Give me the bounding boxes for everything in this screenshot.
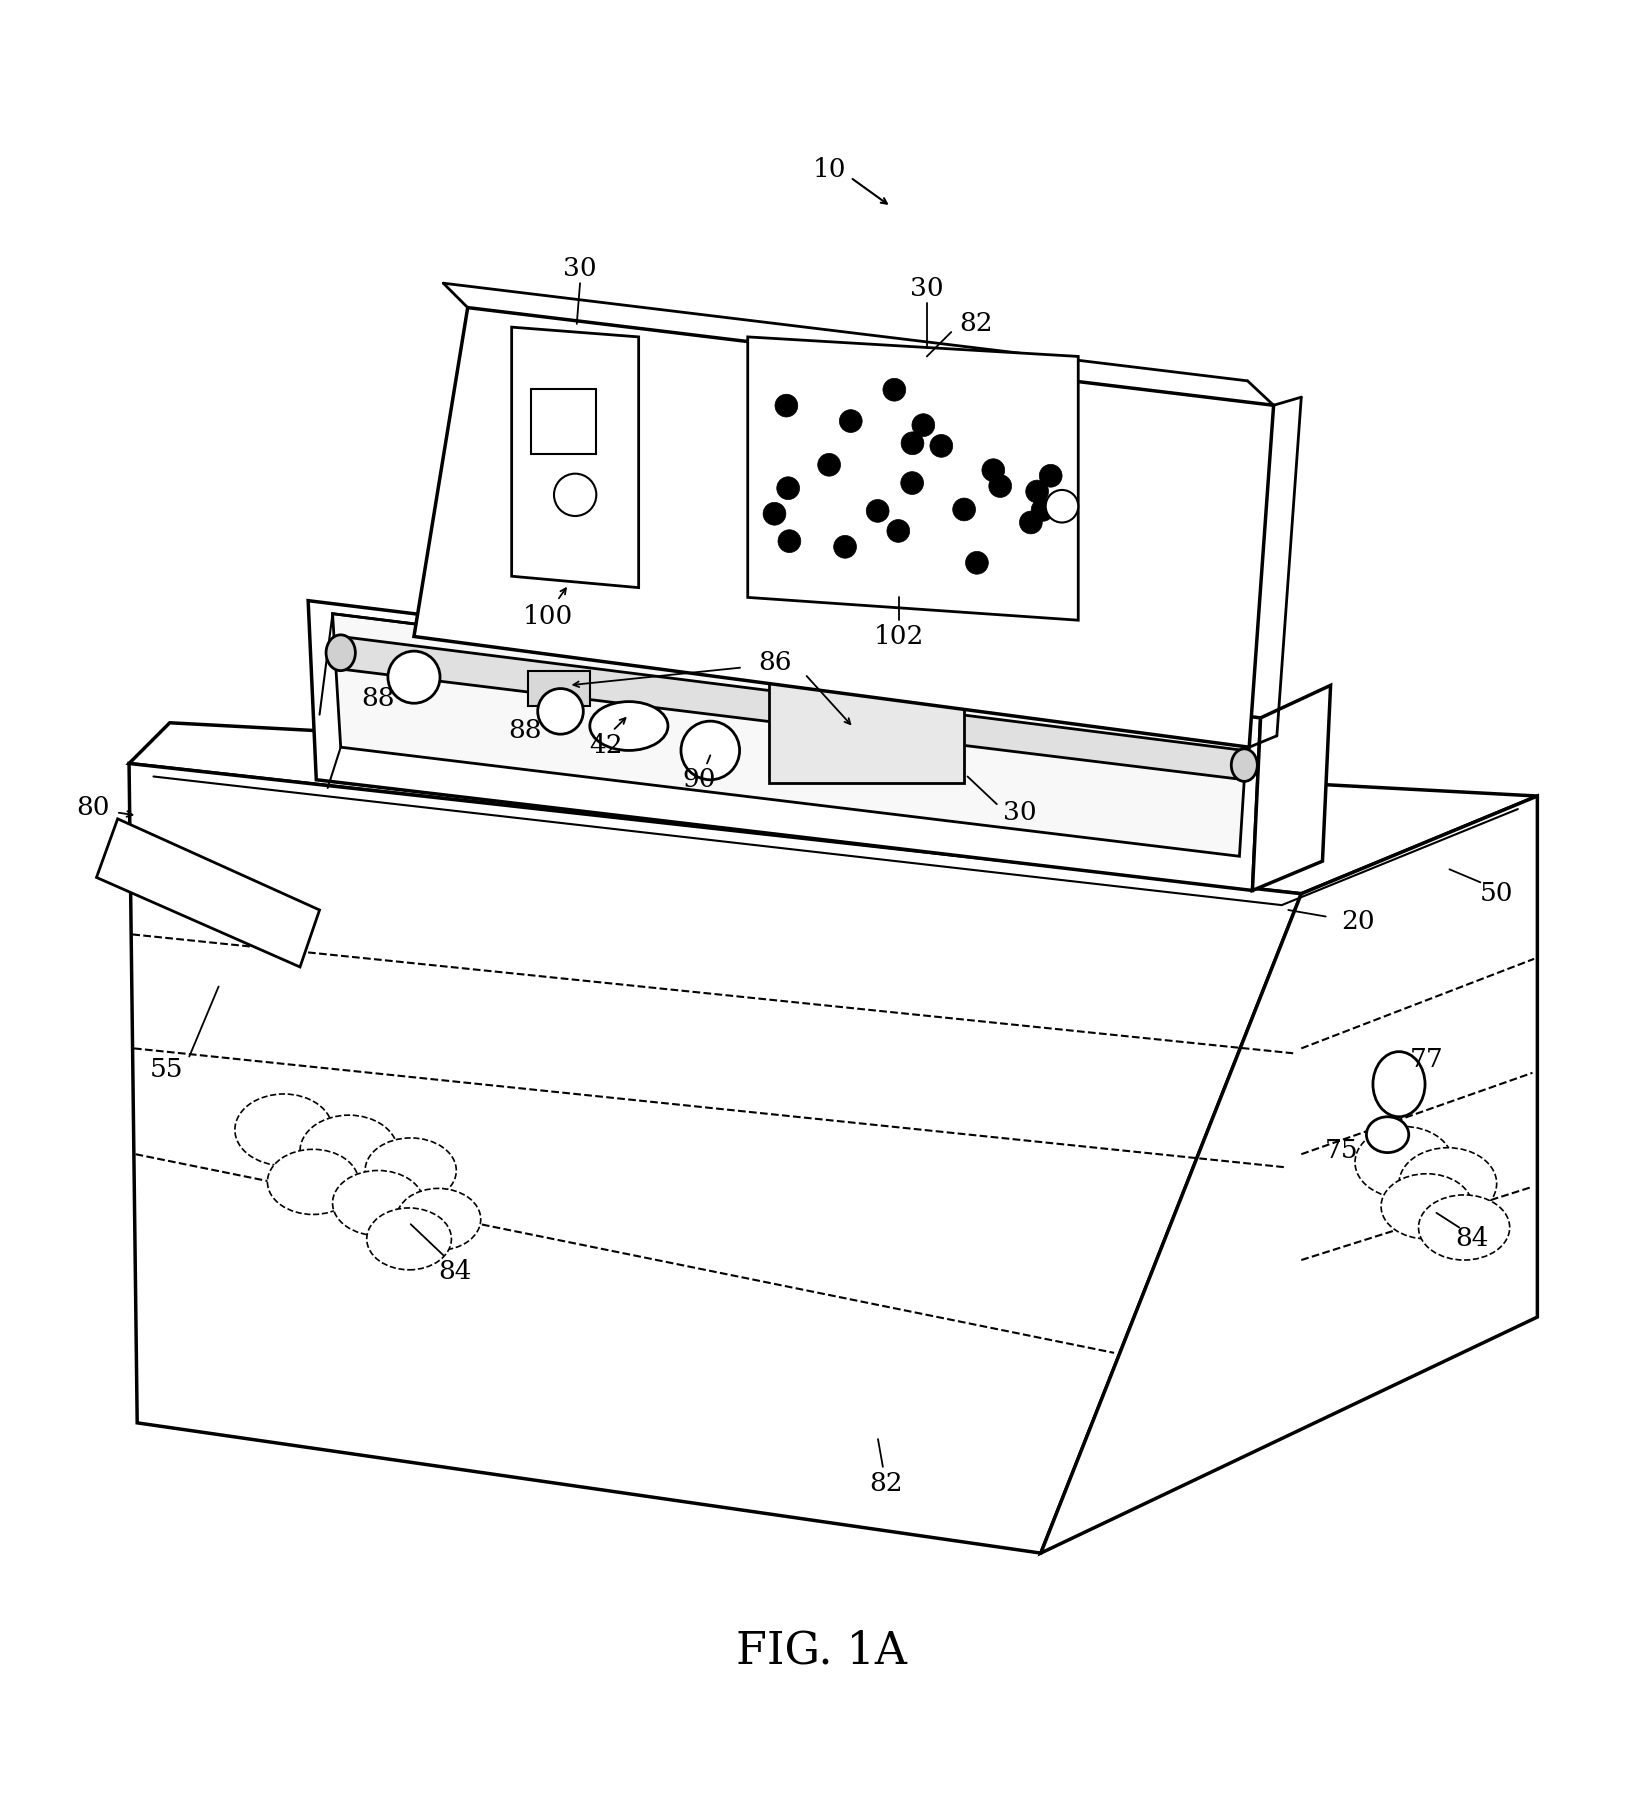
Bar xyxy=(529,670,589,706)
Circle shape xyxy=(1020,511,1043,533)
Ellipse shape xyxy=(333,1170,424,1236)
Polygon shape xyxy=(130,763,1302,1552)
Polygon shape xyxy=(97,819,320,966)
Bar xyxy=(532,389,596,455)
Circle shape xyxy=(867,499,888,522)
Polygon shape xyxy=(130,723,1537,894)
Circle shape xyxy=(929,435,952,457)
Polygon shape xyxy=(1253,686,1330,890)
Bar xyxy=(829,715,892,750)
Polygon shape xyxy=(340,637,1245,779)
Circle shape xyxy=(388,652,440,703)
Circle shape xyxy=(777,477,800,499)
Text: 88: 88 xyxy=(507,719,542,743)
Bar xyxy=(768,677,964,783)
Ellipse shape xyxy=(366,1208,452,1270)
Ellipse shape xyxy=(235,1094,333,1165)
Text: 30: 30 xyxy=(910,275,944,300)
Text: 80: 80 xyxy=(77,795,110,821)
Text: 84: 84 xyxy=(438,1259,471,1283)
Ellipse shape xyxy=(1419,1196,1509,1259)
Text: 88: 88 xyxy=(361,686,396,712)
Text: 90: 90 xyxy=(681,768,716,792)
Text: 82: 82 xyxy=(959,311,992,337)
Text: 42: 42 xyxy=(589,733,622,759)
Text: 30: 30 xyxy=(1003,799,1036,824)
Text: 20: 20 xyxy=(1342,908,1374,934)
Circle shape xyxy=(818,453,841,477)
Ellipse shape xyxy=(1399,1148,1496,1219)
Polygon shape xyxy=(309,601,1261,890)
Circle shape xyxy=(537,688,583,733)
Circle shape xyxy=(901,471,923,495)
Ellipse shape xyxy=(589,701,668,750)
Circle shape xyxy=(952,499,975,521)
Circle shape xyxy=(887,519,910,542)
Text: 75: 75 xyxy=(1325,1139,1360,1163)
Ellipse shape xyxy=(1366,1117,1409,1152)
Text: 82: 82 xyxy=(869,1471,903,1496)
Circle shape xyxy=(775,395,798,417)
Circle shape xyxy=(839,410,862,433)
Ellipse shape xyxy=(268,1150,358,1214)
Polygon shape xyxy=(747,337,1079,621)
Circle shape xyxy=(1026,480,1049,502)
Text: FIG. 1A: FIG. 1A xyxy=(736,1629,906,1673)
Ellipse shape xyxy=(365,1138,456,1203)
Ellipse shape xyxy=(327,635,355,670)
Circle shape xyxy=(1031,499,1054,521)
Text: 102: 102 xyxy=(874,624,924,650)
Circle shape xyxy=(965,551,988,575)
Circle shape xyxy=(901,431,924,455)
Text: 84: 84 xyxy=(1455,1227,1489,1252)
Text: 30: 30 xyxy=(563,257,596,280)
Text: 55: 55 xyxy=(149,1057,184,1083)
Circle shape xyxy=(988,475,1011,497)
Circle shape xyxy=(1039,464,1062,488)
Ellipse shape xyxy=(1232,748,1258,781)
Circle shape xyxy=(778,530,801,553)
Ellipse shape xyxy=(1355,1127,1453,1198)
Circle shape xyxy=(553,473,596,517)
Circle shape xyxy=(911,413,934,437)
Circle shape xyxy=(834,535,857,559)
Text: 50: 50 xyxy=(1479,881,1514,906)
Circle shape xyxy=(982,459,1005,482)
Circle shape xyxy=(681,721,739,779)
Polygon shape xyxy=(1041,795,1537,1552)
Ellipse shape xyxy=(300,1116,397,1187)
Circle shape xyxy=(883,379,906,400)
Text: 86: 86 xyxy=(759,650,791,675)
Text: 100: 100 xyxy=(522,604,573,630)
Ellipse shape xyxy=(1381,1174,1473,1239)
Text: 10: 10 xyxy=(813,157,846,182)
Ellipse shape xyxy=(396,1188,481,1250)
Circle shape xyxy=(1046,490,1079,522)
Text: 77: 77 xyxy=(1410,1046,1443,1072)
Ellipse shape xyxy=(1373,1052,1425,1117)
Polygon shape xyxy=(333,613,1248,855)
Circle shape xyxy=(764,502,787,526)
Polygon shape xyxy=(414,308,1274,748)
Polygon shape xyxy=(512,328,639,588)
